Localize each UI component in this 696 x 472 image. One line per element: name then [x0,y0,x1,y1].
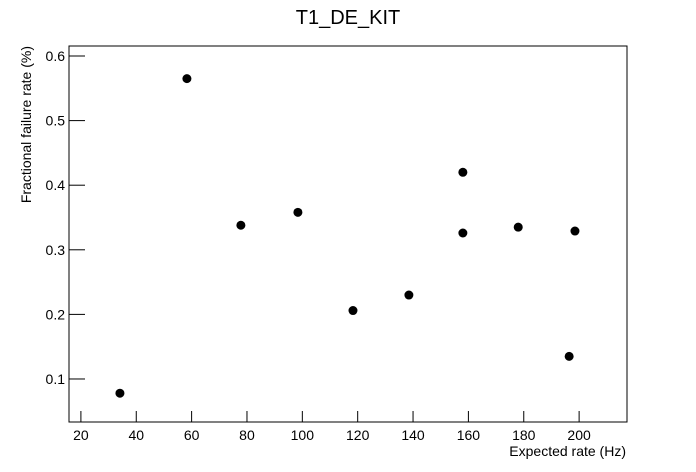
data-point [293,207,303,217]
data-point [404,290,414,300]
data-point [513,222,523,232]
data-point [182,74,192,84]
data-point [458,228,468,238]
plot-frame [68,45,628,423]
data-point [564,351,574,361]
y-tick-label: 0.3 [46,242,66,258]
y-tick-label: 0.4 [46,177,66,193]
x-tick-label: 80 [239,427,255,443]
x-axis-label: Expected rate (Hz) [509,443,626,459]
x-tick-label: 140 [401,427,425,443]
y-tick-label: 0.2 [46,306,66,322]
x-tick-label: 180 [512,427,536,443]
data-point [236,220,246,230]
data-point [570,226,580,236]
data-point [115,388,125,398]
x-tick-label: 20 [73,427,89,443]
y-tick-label: 0.5 [46,113,66,129]
x-tick-label: 100 [291,427,315,443]
data-point [348,306,358,316]
y-axis-label: Fractional failure rate (%) [18,46,34,203]
x-tick-label: 60 [184,427,200,443]
x-tick-label: 40 [128,427,144,443]
y-tick-label: 0.1 [46,371,66,387]
y-tick-label: 0.6 [46,48,66,64]
x-tick-label: 200 [567,427,591,443]
chart-title: T1_DE_KIT [296,7,400,29]
x-tick-label: 160 [457,427,481,443]
data-point [458,167,468,177]
x-tick-label: 120 [346,427,370,443]
